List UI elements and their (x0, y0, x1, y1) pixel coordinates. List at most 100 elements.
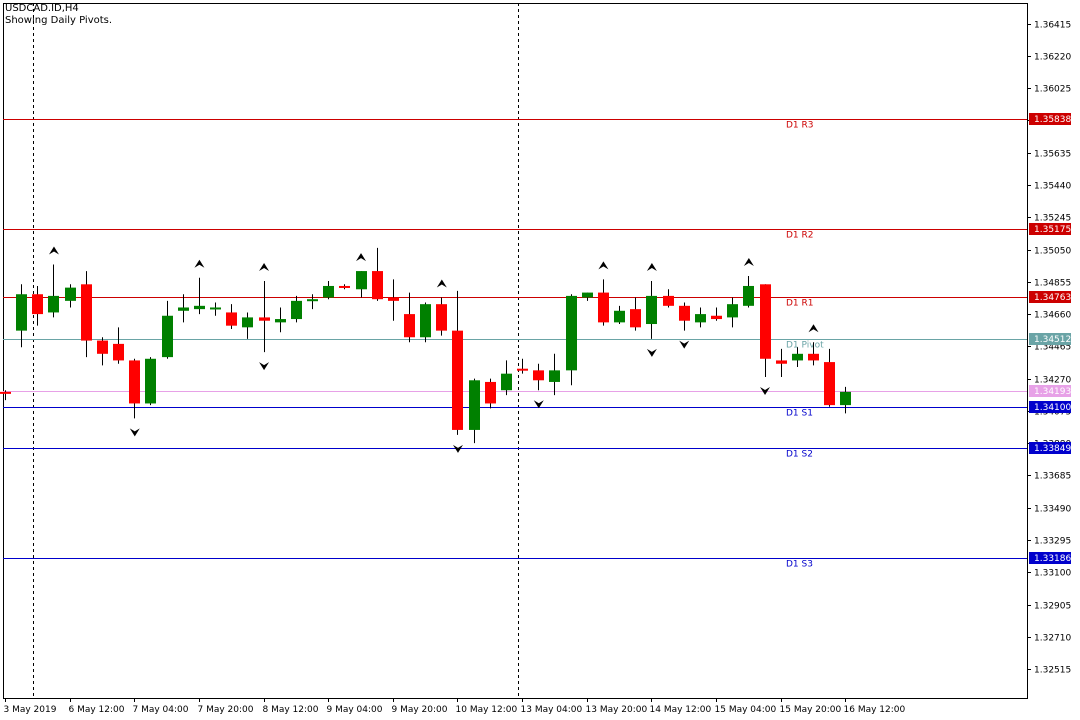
candle-bear (388, 297, 399, 301)
candle-bull (162, 315, 173, 358)
pivot-price-badge-bg (1029, 291, 1071, 303)
candle-bear (113, 343, 124, 361)
pivot-price-badge: 1.35838 (1034, 115, 1071, 125)
candle-bull (307, 299, 318, 302)
candle-bear (711, 315, 722, 320)
candle-bull (582, 292, 593, 298)
fractal-up-icon (646, 263, 657, 271)
x-tick-label: 10 May 12:00 (456, 705, 518, 715)
candle-bear (598, 292, 609, 323)
candle-bull (727, 304, 738, 318)
pivot-price-badge-bg (1029, 113, 1071, 125)
pivot-price-badge-bg (1029, 442, 1071, 454)
candle-bull (145, 358, 156, 404)
x-tick-label: 3 May 2019 (4, 705, 57, 715)
pivot-price-badge-bg (1029, 333, 1071, 345)
fractal-down-icon (129, 428, 140, 437)
pivot-price-badge: 1.35175 (1034, 225, 1071, 235)
x-tick-label: 8 May 12:00 (263, 705, 319, 715)
x-tick-label: 7 May 20:00 (198, 705, 254, 715)
candle-bear (97, 340, 108, 354)
pivot-price-badge-bg (1029, 401, 1071, 413)
y-tick-label: 1.34270 (1034, 376, 1071, 386)
candle-bear (485, 381, 496, 404)
y-tick-label: 1.35440 (1034, 182, 1071, 192)
candle-bull (646, 295, 657, 325)
candle-bull (210, 307, 221, 310)
candle-bear (372, 271, 383, 300)
candle-bull (178, 307, 189, 311)
candle-bear (776, 360, 787, 364)
candle-bear (81, 284, 92, 341)
candle-bear (339, 285, 350, 288)
x-tick-label: 15 May 04:00 (715, 705, 777, 715)
fractal-down-icon (679, 340, 690, 349)
candle-bear (679, 305, 690, 321)
y-tick-label: 1.36415 (1034, 21, 1071, 31)
x-tick-label: 16 May 12:00 (844, 705, 906, 715)
pivot-price-badge: 1.33849 (1034, 444, 1071, 454)
candle-bear (436, 304, 447, 331)
y-tick-label: 1.35635 (1034, 150, 1071, 160)
fractal-up-icon (48, 246, 59, 255)
candle-bear (760, 284, 771, 359)
pivot-label: D1 Pivot (786, 341, 824, 351)
plot-frame (3, 3, 1028, 699)
y-tick-label: 1.33100 (1034, 569, 1071, 579)
candle-bull (469, 380, 480, 430)
candle-bull (792, 353, 803, 361)
pivot-label: D1 R1 (786, 299, 814, 309)
candle-bull (840, 391, 851, 406)
pivot-label: D1 R3 (786, 121, 814, 131)
current-price-badge: 1.34193 (1034, 387, 1071, 397)
x-tick-label: 13 May 20:00 (586, 705, 648, 715)
candle-bull (501, 373, 512, 391)
y-tick-label: 1.34660 (1034, 311, 1071, 321)
x-tick-label: 7 May 04:00 (133, 705, 189, 715)
candle-bull (48, 295, 59, 313)
candle-bull (275, 319, 286, 323)
candle-bear (517, 368, 528, 371)
pivot-label: D1 R2 (786, 231, 814, 241)
fractal-up-icon (743, 258, 754, 267)
fractal-down-icon (452, 444, 463, 453)
pivot-price-badge-bg (1029, 552, 1071, 564)
candle-bull (242, 317, 253, 328)
candle-bear (663, 295, 674, 306)
candle-bear (452, 330, 463, 430)
fractal-up-icon (436, 279, 447, 288)
candle-bull (16, 294, 27, 331)
pivot-price-badge-bg (1029, 223, 1071, 235)
y-tick-label: 1.32905 (1034, 602, 1071, 612)
y-tick-label: 1.32515 (1034, 666, 1071, 676)
x-tick-label: 14 May 12:00 (650, 705, 712, 715)
candle-bear (129, 360, 140, 404)
candle-bull (695, 314, 706, 323)
pivot-label: D1 S3 (786, 560, 813, 570)
y-tick-label: 1.33295 (1034, 537, 1071, 547)
pivot-price-badge: 1.33186 (1034, 554, 1071, 564)
candle-bull (566, 295, 577, 371)
pivot-label: D1 S2 (786, 450, 813, 460)
x-tick-label: 9 May 20:00 (392, 705, 448, 715)
candle-bull (194, 305, 205, 310)
y-tick-label: 1.35245 (1034, 214, 1071, 224)
fractal-down-icon (259, 362, 270, 371)
fractal-up-icon (356, 253, 367, 262)
x-tick-label: 9 May 04:00 (327, 705, 383, 715)
fractal-down-icon (646, 348, 657, 357)
candle-bear (404, 314, 415, 338)
candle-bull (420, 304, 431, 338)
candle-bull (356, 271, 367, 290)
fractal-up-icon (598, 261, 609, 270)
candle-bull (743, 285, 754, 306)
fractal-down-icon (760, 386, 771, 395)
x-tick-label: 13 May 04:00 (521, 705, 583, 715)
fractal-up-icon (194, 259, 205, 268)
candle-bull (65, 287, 76, 301)
candle-bull (614, 310, 625, 323)
fractal-down-icon (533, 400, 544, 409)
y-tick-label: 1.35050 (1034, 247, 1071, 257)
